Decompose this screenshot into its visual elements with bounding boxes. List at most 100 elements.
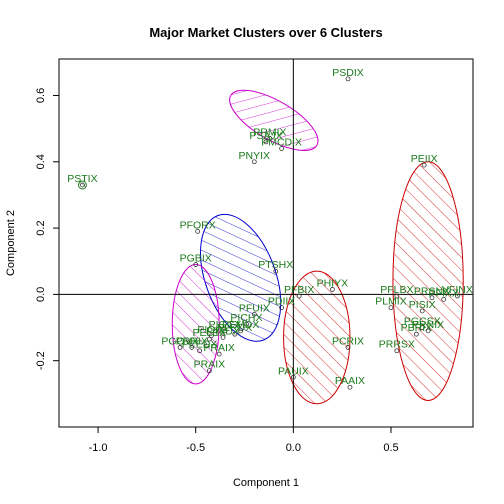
point-label: PNYIX — [239, 150, 271, 162]
point-label: PRRIX — [176, 335, 208, 347]
x-axis-label: Component 1 — [233, 477, 299, 489]
cluster-ellipse — [78, 180, 87, 190]
data-point — [273, 268, 279, 274]
point-label: PMCDIX — [261, 137, 302, 149]
data-point — [454, 293, 460, 299]
data-point — [419, 325, 425, 330]
data-point — [429, 295, 435, 301]
data-point — [263, 139, 269, 145]
cluster-ellipses — [78, 89, 464, 405]
data-point — [216, 351, 222, 357]
point-label: PSAJX — [249, 130, 282, 142]
point-label: PAUIX — [278, 365, 309, 377]
point-label: PDIIX — [268, 296, 295, 308]
cluster-ellipse — [283, 270, 351, 405]
point-label: PFIXX — [429, 287, 459, 299]
y-tick-label: 0.4 — [35, 154, 47, 169]
data-point — [347, 384, 353, 390]
data-point — [232, 331, 238, 337]
point-label: PFBIX — [284, 284, 314, 296]
point-label: PTSHX — [258, 259, 293, 271]
point-label: PRAIX — [203, 342, 235, 354]
data-point — [197, 348, 203, 354]
point-label: PFLBX — [380, 284, 413, 296]
point-label: PCRIX — [332, 335, 364, 347]
point-label: PRRSX — [379, 339, 415, 351]
data-point — [238, 328, 244, 334]
cluster-ellipse — [229, 89, 319, 151]
data-point — [296, 293, 302, 299]
data-point — [189, 345, 195, 350]
point-label: PRNIX — [412, 319, 444, 331]
data-point — [394, 293, 400, 299]
point-label: PGCSX — [404, 316, 441, 328]
point-label: PBRIX — [401, 322, 433, 334]
x-tick-label: -1.0 — [89, 442, 108, 454]
data-point — [244, 321, 249, 327]
point-label: PFORX — [180, 219, 216, 231]
data-point — [222, 328, 228, 334]
data-point — [279, 146, 285, 151]
data-point — [80, 182, 85, 188]
point-label: PSDIX — [332, 67, 364, 79]
reference-lines — [59, 59, 473, 427]
point-label: PFUIX — [239, 302, 270, 314]
y-axis-label: Component 2 — [5, 210, 17, 276]
point-label: PHIYX — [317, 277, 349, 289]
point-label: PLMIX — [375, 296, 407, 308]
y-axis: -0.2 0.0 0.2 0.4 0.6 — [35, 88, 59, 370]
point-label: PAAIX — [335, 375, 365, 387]
cluster-ellipse — [392, 161, 464, 401]
point-label: PGOVX — [161, 335, 198, 347]
point-label: PIGCX — [209, 319, 242, 331]
data-point — [425, 328, 431, 334]
point-label: PEMDX — [222, 319, 259, 331]
data-point — [345, 345, 351, 350]
data-point — [290, 374, 296, 380]
point-label: PELBX — [192, 327, 226, 339]
point-label: PRAIX — [194, 359, 226, 371]
data-point — [388, 305, 394, 311]
y-tick-label: 0.0 — [35, 287, 47, 302]
x-tick-label: -0.5 — [186, 442, 205, 454]
point-label: PIOIX — [197, 324, 225, 336]
point-label: PICHX — [230, 312, 262, 324]
point-label: PLRDX — [217, 322, 252, 334]
data-point — [413, 331, 419, 337]
point-label: PISIX — [409, 299, 436, 311]
x-tick-label: 0.5 — [383, 442, 398, 454]
data-point — [329, 287, 335, 292]
chart-title: Major Market Clusters over 6 Clusters — [149, 25, 382, 40]
data-point — [193, 262, 199, 267]
data-point — [251, 159, 257, 165]
x-tick-label: 0.0 — [286, 442, 301, 454]
point-label: PRSNX — [414, 286, 450, 298]
data-point — [206, 336, 212, 342]
y-tick-label: 0.2 — [35, 220, 47, 235]
data-point — [394, 348, 400, 354]
data-point — [220, 335, 226, 340]
data-point — [267, 136, 273, 141]
data-point — [419, 308, 425, 314]
point-label: PRMIX — [253, 127, 286, 139]
point-label: PEIIX — [411, 153, 438, 165]
x-axis: -1.0 -0.5 0.0 0.5 — [89, 427, 399, 454]
point-label: VFINX — [442, 284, 473, 296]
point-label: PSTIX — [67, 173, 97, 185]
data-point — [345, 76, 351, 82]
point-label: PGBIX — [180, 253, 212, 265]
data-point — [441, 296, 447, 302]
data-point — [251, 311, 257, 317]
data-point — [206, 368, 212, 374]
point-label: PTLDX — [206, 325, 240, 337]
y-tick-label: -0.2 — [35, 351, 47, 370]
data-point — [177, 345, 183, 350]
plot-frame — [58, 58, 474, 428]
y-tick-label: 0.6 — [35, 88, 47, 103]
data-point — [195, 228, 201, 234]
point-label: PEEDX — [182, 339, 218, 351]
data-point — [279, 305, 285, 311]
data-point — [421, 162, 427, 168]
